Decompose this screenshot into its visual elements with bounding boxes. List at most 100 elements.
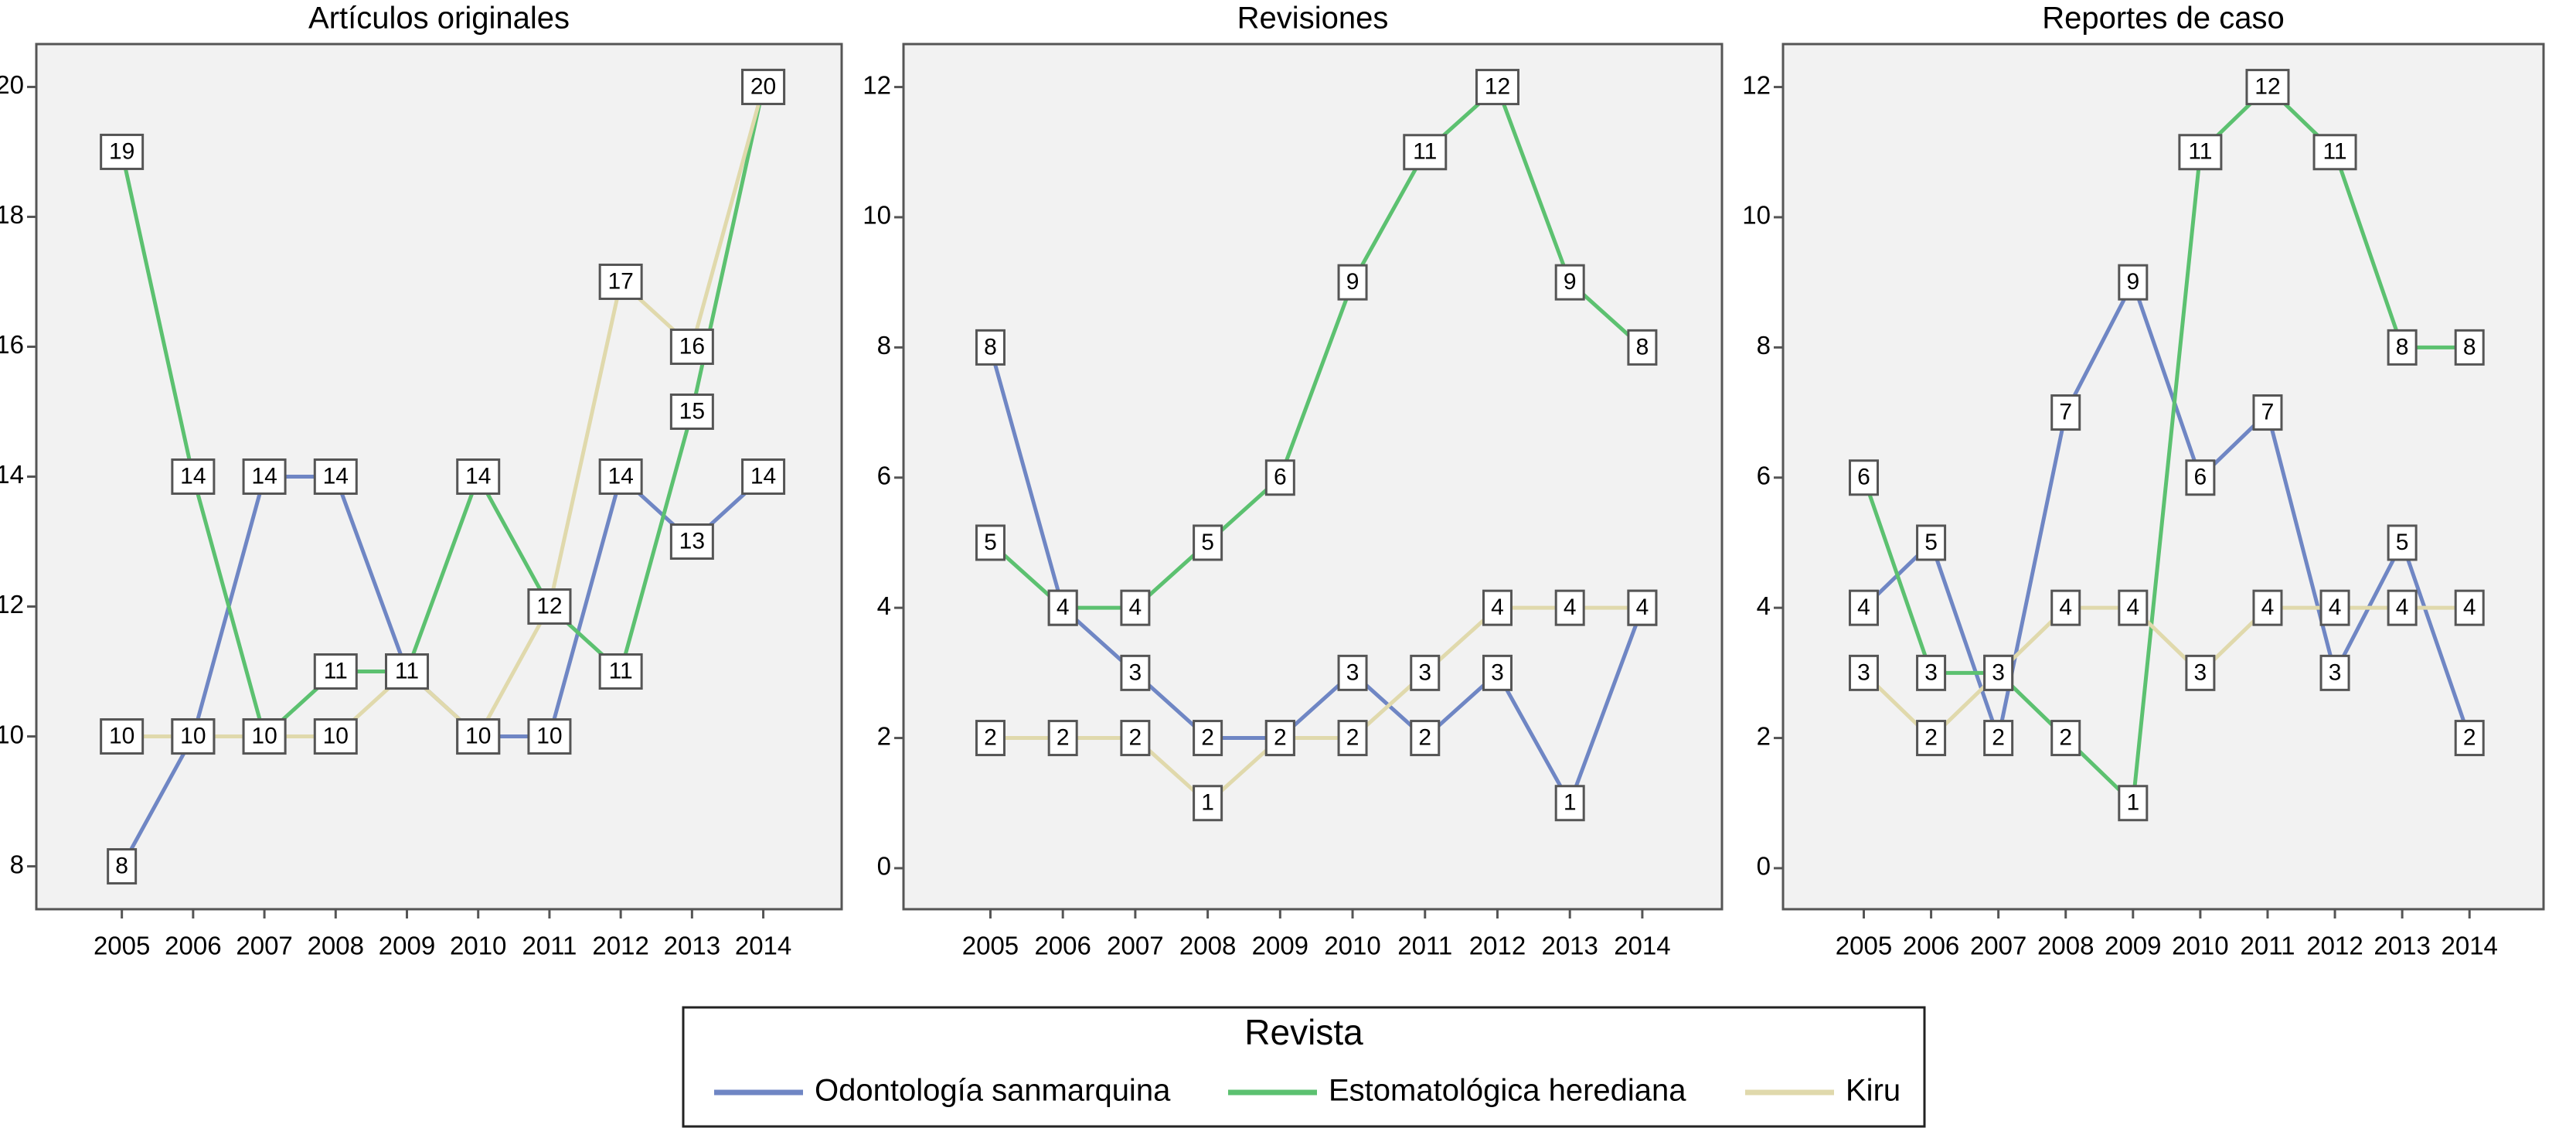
x-tick-label: 2010: [1324, 932, 1380, 960]
y-tick-label: 4: [1757, 591, 1771, 620]
chart-title: Revisiones: [1237, 2, 1389, 36]
data-label: 14: [251, 463, 277, 489]
data-label-box: [313, 458, 358, 495]
data-label: 3: [1857, 659, 1870, 685]
data-label: 3: [1129, 659, 1142, 685]
y-tick-label: 2: [877, 721, 891, 750]
x-tick-label: 2012: [2306, 932, 2363, 960]
data-label-box: [1410, 654, 1441, 691]
data-label: 11: [609, 658, 633, 683]
data-label: 5: [1201, 530, 1214, 555]
data-label-box: [1848, 459, 1879, 496]
data-label-box: [313, 653, 358, 690]
data-label: 14: [465, 463, 491, 489]
x-tick-label: 2008: [1179, 932, 1236, 960]
data-label-box: [1120, 589, 1151, 626]
data-label: 12: [1485, 73, 1510, 99]
data-label: 5: [984, 530, 997, 555]
data-label-box: [2252, 589, 2283, 626]
data-label: 2: [1057, 724, 1070, 750]
series-line: [121, 86, 765, 740]
data-label: 10: [180, 723, 206, 748]
data-label: 10: [536, 723, 562, 748]
data-label: 1: [1201, 790, 1214, 816]
plot-area: [35, 43, 843, 911]
x-tick-label: 2006: [1034, 932, 1091, 960]
data-label: 20: [750, 73, 776, 99]
series-line: [989, 346, 1645, 808]
y-tick-label: 12: [863, 70, 891, 99]
data-label-box: [313, 718, 358, 755]
x-tick-label: 2013: [2374, 932, 2430, 960]
data-label-box: [2185, 654, 2216, 691]
data-label: 7: [2059, 399, 2072, 424]
legend-label: Kiru: [1846, 1074, 1901, 1108]
data-label-box: [107, 848, 138, 885]
x-tick-label: 2007: [236, 932, 292, 960]
y-tick-label: 10: [0, 720, 24, 748]
chart-title: Reportes de caso: [2042, 2, 2285, 36]
data-label: 2: [2059, 724, 2072, 750]
x-tick-label: 2006: [1903, 932, 1959, 960]
data-label-box: [1193, 720, 1223, 757]
data-label-box: [2454, 720, 2485, 757]
data-label: 8: [984, 334, 997, 360]
data-label: 9: [1564, 269, 1577, 295]
data-label: 8: [1636, 334, 1649, 360]
data-label-box: [2178, 134, 2223, 171]
data-label: 5: [1924, 530, 1938, 555]
data-label: 14: [323, 463, 349, 489]
y-tick-label: 16: [0, 330, 24, 359]
data-label: 12: [2254, 73, 2280, 99]
data-label: 7: [2261, 399, 2275, 424]
x-tick-label: 2008: [308, 932, 364, 960]
data-label: 11: [1413, 139, 1437, 165]
data-label: 2: [2463, 724, 2476, 750]
data-label: 3: [1992, 659, 2005, 685]
data-label: 4: [2059, 595, 2072, 620]
data-label: 3: [1491, 659, 1504, 685]
series-line: [989, 83, 1644, 610]
data-label-box: [741, 458, 786, 495]
data-label: 3: [2194, 659, 2207, 685]
data-label-box: [242, 718, 287, 755]
data-label-box: [2050, 394, 2081, 431]
data-label: 2: [1992, 724, 2005, 750]
y-tick-label: 12: [0, 590, 24, 619]
data-label-box: [2312, 134, 2357, 171]
chart-title: Artículos originales: [308, 2, 570, 36]
data-label: 4: [2261, 595, 2275, 620]
data-label-box: [171, 458, 216, 495]
series-line: [990, 605, 1642, 806]
x-tick-label: 2006: [165, 932, 221, 960]
y-tick-label: 2: [1757, 721, 1771, 750]
data-label: 17: [607, 268, 633, 294]
data-label-box: [1120, 720, 1151, 757]
data-label-box: [2118, 785, 2149, 822]
data-label-box: [100, 718, 145, 755]
data-label-box: [1554, 589, 1585, 626]
data-label: 4: [1636, 595, 1649, 620]
data-label-box: [1916, 524, 1947, 561]
data-label-box: [975, 329, 1006, 366]
data-label: 6: [1274, 465, 1287, 490]
data-label: 10: [109, 723, 134, 748]
data-label-box: [2118, 589, 2149, 626]
data-label-box: [1848, 589, 1879, 626]
data-label-box: [2050, 720, 2081, 757]
data-label: 11: [2188, 139, 2212, 165]
y-tick-label: 20: [0, 70, 24, 99]
x-tick-label: 2013: [664, 932, 720, 960]
data-label: 2: [984, 724, 997, 750]
data-label-box: [1482, 654, 1513, 691]
y-tick-label: 6: [877, 461, 891, 489]
data-label-box: [2387, 524, 2418, 561]
x-tick-label: 2014: [2442, 932, 2498, 960]
data-label: 2: [1129, 724, 1142, 750]
plot-area: [1781, 43, 2545, 911]
data-label-box: [975, 524, 1006, 561]
data-label-box: [1482, 589, 1513, 626]
data-label-box: [2319, 589, 2350, 626]
